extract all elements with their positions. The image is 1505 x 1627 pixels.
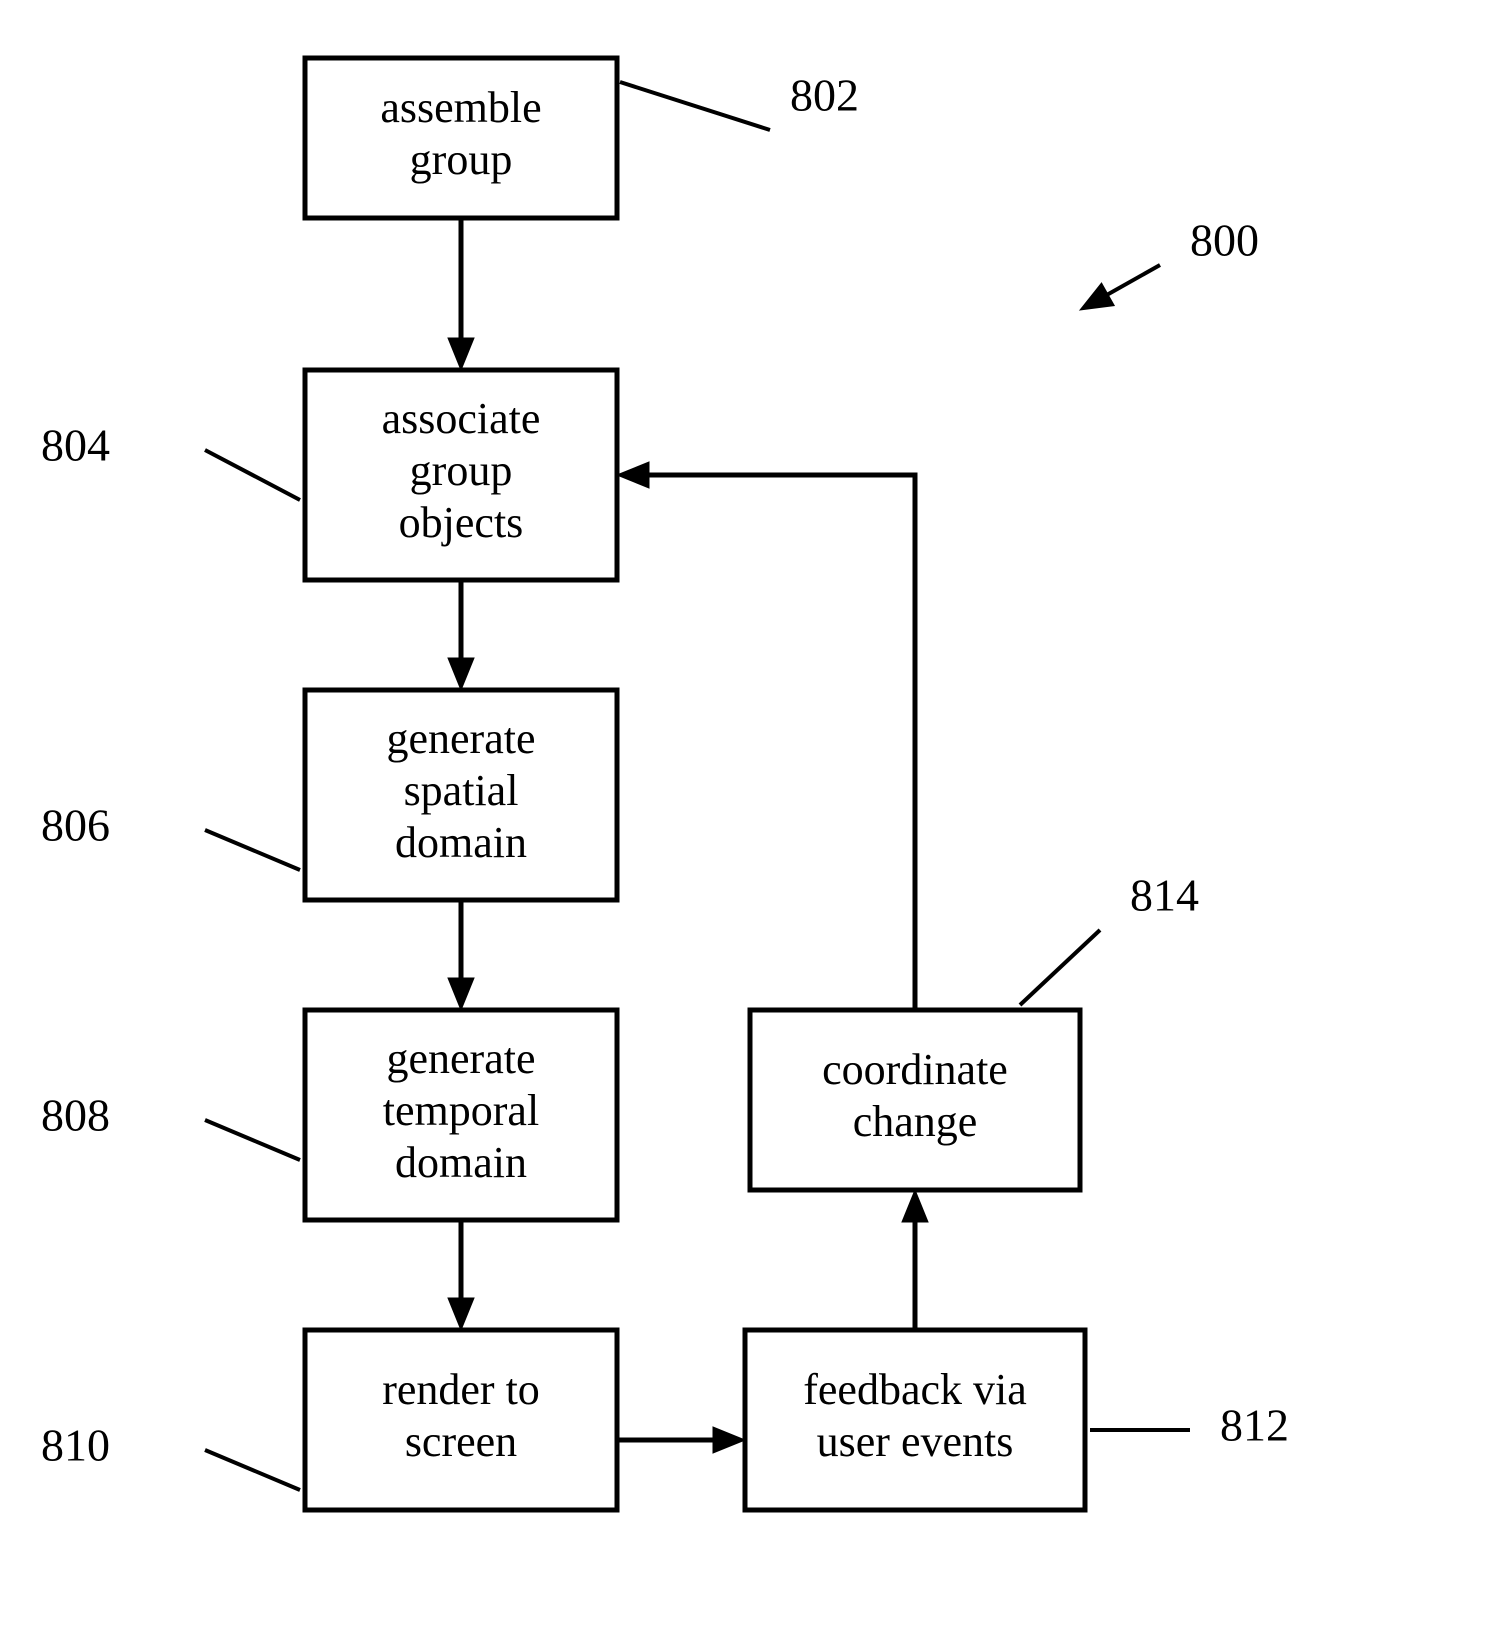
node-label-n814-line1: change	[853, 1097, 978, 1146]
arrowhead-n804-n806	[448, 658, 474, 690]
ref-leader-808	[205, 1120, 300, 1160]
nodes-layer: assemblegroupassociategroupobjectsgenera…	[305, 58, 1085, 1510]
ref-label-802: 802	[790, 70, 859, 121]
node-label-n806-line2: domain	[395, 818, 527, 867]
ref-label-812: 812	[1220, 1400, 1289, 1451]
node-label-n808-line0: generate	[387, 1034, 536, 1083]
node-n802: assemblegroup	[305, 58, 617, 218]
figure-ref-label: 800	[1190, 215, 1259, 266]
arrowhead-n806-n808	[448, 978, 474, 1010]
ref-leader-814	[1020, 930, 1100, 1005]
node-label-n804-line2: objects	[399, 498, 524, 547]
node-label-n810-line0: render to	[382, 1365, 540, 1414]
node-n810: render toscreen	[305, 1330, 617, 1510]
ref-leader-806	[205, 830, 300, 870]
figure-ref-arrowhead	[1080, 283, 1114, 310]
node-n812: feedback viauser events	[745, 1330, 1085, 1510]
node-label-n812-line1: user events	[817, 1417, 1014, 1466]
ref-label-810: 810	[41, 1420, 110, 1471]
ref-leader-802	[620, 82, 770, 130]
node-label-n806-line0: generate	[387, 714, 536, 763]
node-n814: coordinatechange	[750, 1010, 1080, 1190]
node-n804: associategroupobjects	[305, 370, 617, 580]
node-label-n802-line0: assemble	[380, 83, 541, 132]
edge-n814-n804	[636, 475, 915, 1010]
arrowhead-n802-n804	[448, 338, 474, 370]
node-n808: generatetemporaldomain	[305, 1010, 617, 1220]
node-label-n808-line1: temporal	[383, 1086, 539, 1135]
node-label-n810-line1: screen	[405, 1417, 517, 1466]
node-label-n814-line0: coordinate	[822, 1045, 1008, 1094]
node-label-n804-line0: associate	[382, 394, 541, 443]
node-label-n804-line1: group	[410, 446, 513, 495]
ref-label-804: 804	[41, 420, 110, 471]
ref-label-814: 814	[1130, 870, 1199, 921]
arrowhead-n808-n810	[448, 1298, 474, 1330]
arrowhead-n812-n814	[902, 1190, 928, 1222]
node-label-n806-line1: spatial	[404, 766, 519, 815]
ref-label-808: 808	[41, 1090, 110, 1141]
node-label-n808-line2: domain	[395, 1138, 527, 1187]
arrowhead-n810-n812	[713, 1427, 745, 1453]
node-label-n812-line0: feedback via	[803, 1365, 1027, 1414]
arrowhead-n814-n804	[617, 462, 649, 488]
ref-leader-804	[205, 450, 300, 500]
ref-label-806: 806	[41, 800, 110, 851]
ref-leader-810	[205, 1450, 300, 1490]
refs-layer: 802 804 806 808 810 812 814 800	[41, 70, 1289, 1490]
node-n806: generatespatialdomain	[305, 690, 617, 900]
node-label-n802-line1: group	[410, 135, 513, 184]
